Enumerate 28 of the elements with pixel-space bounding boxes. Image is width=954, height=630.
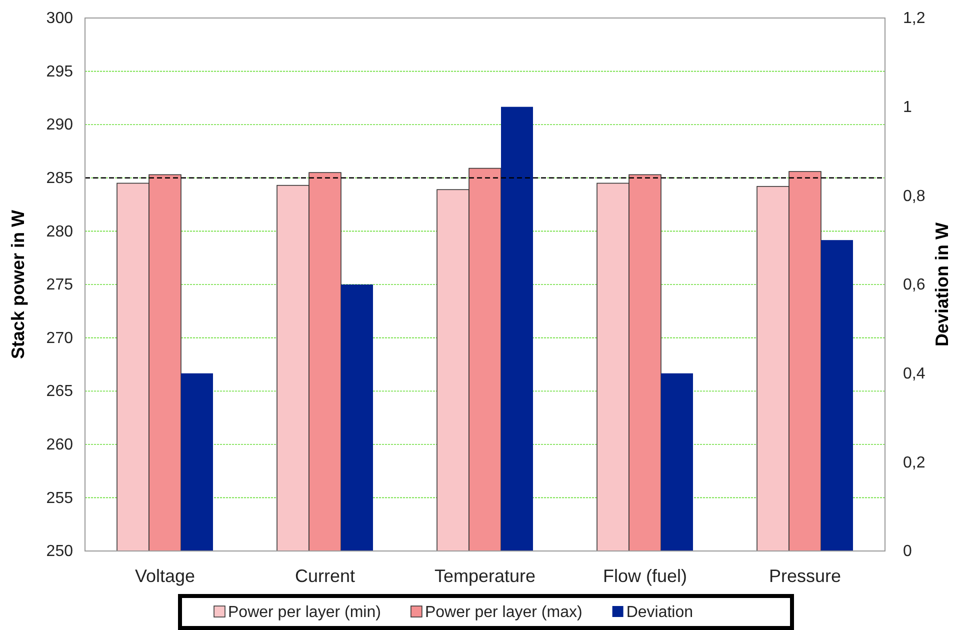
y2-tick-label: 0 (903, 543, 912, 560)
y-tick-label: 275 (46, 276, 74, 294)
y-tick-label: 270 (46, 330, 74, 347)
y2-tick-label: 0,6 (903, 276, 926, 294)
y-tick-label: 280 (46, 223, 74, 240)
y2-tick-label: 0,8 (903, 188, 926, 205)
y-tick-label: 260 (46, 436, 74, 454)
x-tick-label: Temperature (434, 566, 536, 586)
y-tick-label: 265 (46, 383, 74, 400)
y-axis-title: Stack power in W (8, 210, 28, 360)
y-tick-label: 290 (46, 116, 74, 134)
x-tick-label: Voltage (134, 566, 196, 586)
y2-tick-label: 1,2 (903, 10, 926, 28)
x-tick-label: Pressure (768, 566, 842, 586)
legend-label: Power per layer (max) (424, 604, 582, 621)
y-tick-label: 295 (46, 63, 74, 80)
y-tick-label: 250 (46, 543, 74, 560)
legend-label: Power per layer (min) (228, 604, 381, 621)
y2-tick-label: 0,4 (903, 365, 926, 382)
y2-axis-title: Deviation in W (932, 222, 952, 347)
y-tick-label: 285 (46, 170, 74, 188)
y2-tick-label: 0,2 (903, 454, 926, 472)
x-tick-label: Current (294, 566, 356, 586)
y-tick-label: 300 (46, 10, 74, 28)
y2-tick-label: 1 (903, 98, 912, 116)
legend-label: Deviation (626, 604, 694, 621)
y-tick-label: 255 (46, 490, 74, 507)
x-tick-label: Flow (fuel) (602, 566, 688, 586)
